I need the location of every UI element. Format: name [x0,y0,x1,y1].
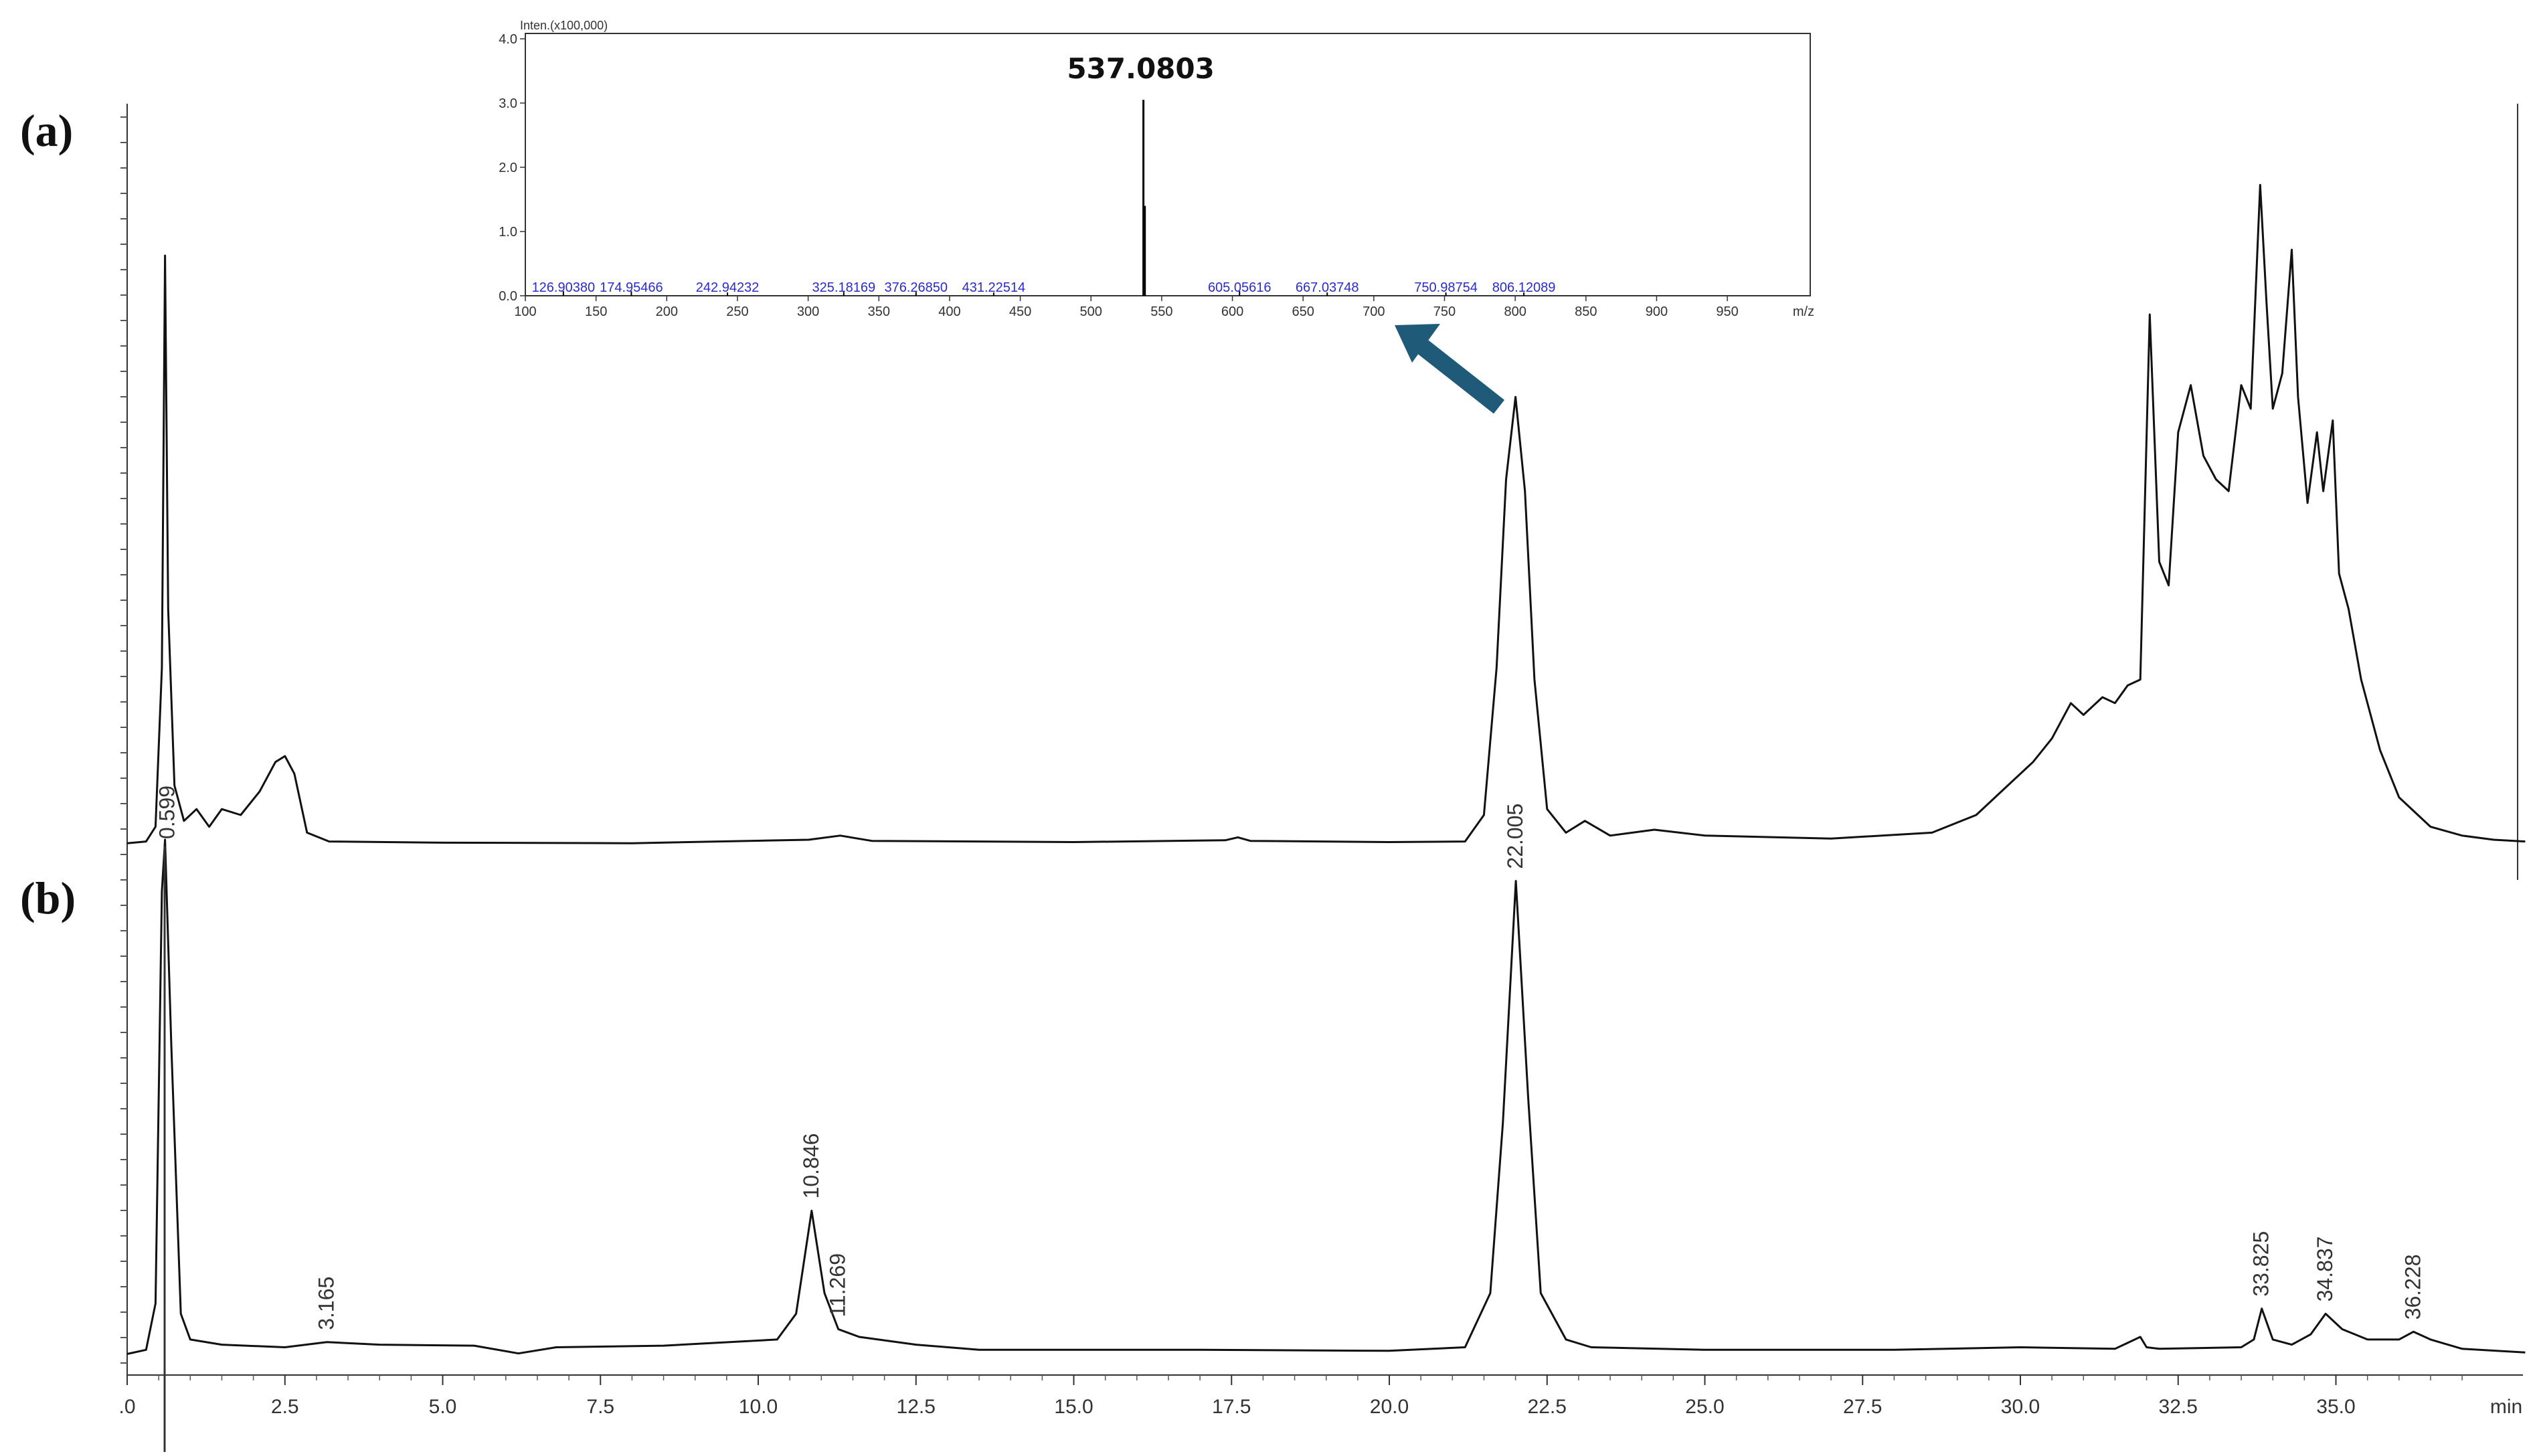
x-axis-ticks: .0 2.5 5.0 7.5 10.0 12.5 15.0 17.5 20.0 22.5 25.0 2… [118,1375,2522,1418]
ms-peak-label: 126.90380 [532,280,596,295]
ms-x-tick-label: 250 [726,304,748,319]
ms-x-tick-label: 100 [514,304,536,319]
ms-x-tick-label: 900 [1646,304,1668,319]
ms-x-tick-label: 150 [585,304,607,319]
trace-b [126,838,2526,1355]
ms-x-tick-label: 600 [1221,304,1243,319]
x-tick-label: min [2490,1396,2522,1418]
x-tick-label: 32.5 [2159,1396,2198,1418]
ms-peak-label: 605.05616 [1208,280,1272,295]
x-tick-label: 22.5 [1528,1396,1567,1418]
arrow-head [1395,324,1440,363]
peak-label: 3.165 [314,1277,338,1330]
ms-y-tick-label: 0.0 [499,289,517,304]
panel-label-a: (a) [20,105,73,156]
peak-label: 11.269 [826,1253,850,1317]
ms-x-tick-label: 800 [1504,304,1526,319]
ms-peak-label: 431.22514 [962,280,1026,295]
inset-axes: 100 150 200 250 300 350 400 450 500 550 600 650 700 7… [499,32,1814,319]
x-tick-label: .0 [118,1396,135,1418]
ms-main-peak-label: 537.0803 [1067,52,1215,85]
ms-peak-label: 750.98754 [1414,280,1478,295]
peak-label: 33.825 [2249,1231,2273,1297]
inset-y-label: Inten.(x100,000) [520,19,608,32]
x-tick-label: 25.0 [1685,1396,1724,1418]
x-tick-label: 35.0 [2316,1396,2355,1418]
ms-x-tick-label: 700 [1363,304,1385,319]
ms-peak-label: 242.94232 [696,280,760,295]
x-tick-label: 20.0 [1370,1396,1409,1418]
ms-y-tick-label: 2.0 [499,161,517,175]
x-tick-label: 12.5 [897,1396,936,1418]
ms-peak-label: 325.18169 [812,280,876,295]
ms-x-tick-label: 200 [656,304,678,319]
chromatogram-axes: .0 2.5 5.0 7.5 10.0 12.5 15.0 17.5 20.0 22.5 25.0 2… [118,104,2523,1418]
ms-y-tick-label: 1.0 [499,225,517,240]
ms-x-tick-label: 750 [1433,304,1456,319]
ms-peak-label: 174.95466 [600,280,663,295]
x-tick-label: 30.0 [2001,1396,2040,1418]
ms-peak-label: 806.12089 [1492,280,1556,295]
ms-y-tick-label: 3.0 [499,96,517,111]
panel-label-b: (b) [20,873,76,923]
trace-a [126,183,2526,844]
ms-x-tick-label: 400 [938,304,960,319]
x-tick-label: 5.0 [429,1396,457,1418]
x-tick-label: 27.5 [1843,1396,1882,1418]
peak-label: 0.599 [155,786,179,839]
x-tick-label: 2.5 [271,1396,299,1418]
ms-x-tick-label: 550 [1150,304,1172,319]
arrow-shaft [1411,335,1505,414]
peak-label: 34.837 [2313,1237,2337,1302]
x-tick-label: 7.5 [586,1396,614,1418]
mass-spectrum-inset: Inten.(x100,000) 100 150 200 250 300 350 400 45… [499,19,1814,319]
ms-x-tick-label: 950 [1716,304,1738,319]
x-tick-label: 10.0 [739,1396,778,1418]
inset-frame [525,33,1811,296]
ms-x-tick-label: 450 [1009,304,1031,319]
ms-x-tick-label: 500 [1080,304,1102,319]
ms-x-tick-label: m/z [1793,304,1814,319]
ms-y-tick-label: 4.0 [499,32,517,47]
y-minor-ticks [120,116,127,1364]
ms-x-tick-label: 300 [797,304,819,319]
arrow-to-spectrum [1395,324,1505,414]
peak-labels: 0.599 3.165 10.846 11.269 22.005 33.825 34.837… [155,786,2425,1330]
peak-label: 36.228 [2400,1254,2425,1320]
x-tick-label: 17.5 [1212,1396,1251,1418]
ms-x-tick-label: 350 [868,304,890,319]
ms-peak-label: 667.03748 [1296,280,1359,295]
peak-label: 22.005 [1503,804,1527,869]
inset-marks: 537.0803 126.90380 174.95466 242.94232 325.1… [532,52,1556,296]
ms-x-tick-label: 650 [1292,304,1314,319]
ms-peak-label: 376.26850 [885,280,948,295]
ms-x-tick-label: 850 [1575,304,1597,319]
peak-label: 10.846 [799,1133,823,1199]
x-tick-label: 15.0 [1054,1396,1093,1418]
